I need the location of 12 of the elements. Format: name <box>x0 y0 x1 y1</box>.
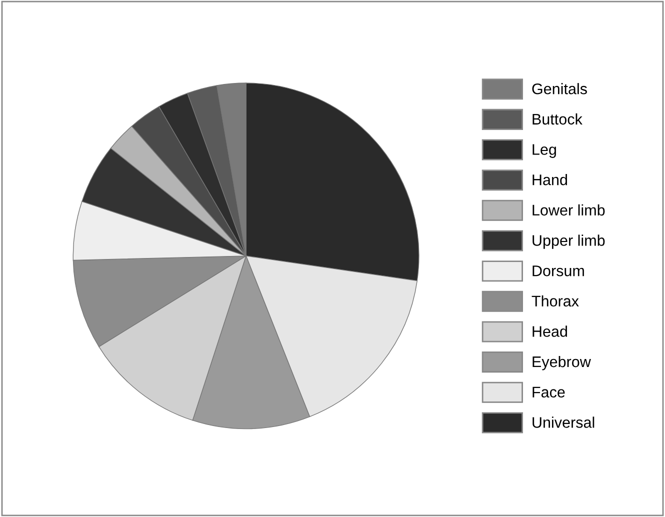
legend-label: Eyebrow <box>532 356 591 370</box>
legend-label: Upper limb <box>532 234 605 249</box>
legend-label: Head <box>532 326 568 337</box>
legend-label: Face <box>532 386 565 398</box>
legend-label: Leg <box>532 144 556 158</box>
legend-label: Dorsum <box>532 266 584 276</box>
legend-label: Buttock <box>532 113 582 125</box>
legend-label: Genitals <box>532 83 587 94</box>
legend-label: Lower limb <box>532 204 605 216</box>
legend-label: Hand <box>532 174 568 186</box>
legend-label: Universal <box>532 416 594 428</box>
legend-label: Thorax <box>532 295 579 307</box>
